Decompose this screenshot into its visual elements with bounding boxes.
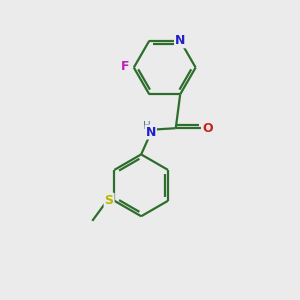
Text: N: N <box>175 34 185 47</box>
Text: N: N <box>146 125 156 139</box>
Text: O: O <box>202 122 213 135</box>
Text: H: H <box>143 121 151 131</box>
Text: F: F <box>121 60 130 73</box>
Text: S: S <box>105 194 114 207</box>
